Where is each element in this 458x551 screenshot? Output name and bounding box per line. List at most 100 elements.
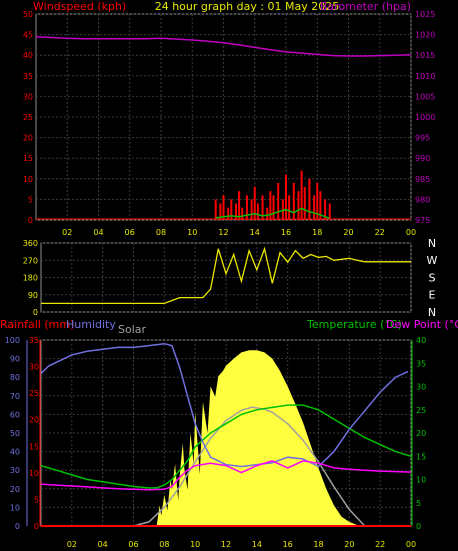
direction-tick-label: 270 [23,256,38,265]
humidity-tick-label: 10 [10,503,20,512]
barometer-axis-label: Barometer (hpa) [320,0,411,13]
rainfall-tick-label: 10 [29,469,39,478]
windspeed-tick-label: 30 [23,92,33,101]
barometer-tick-label: 980 [415,195,430,204]
x-tick-label: 18 [312,228,322,237]
humidity-tick-label: 30 [10,466,20,475]
barometer-tick-label: 985 [415,175,430,184]
x-tick-label: 22 [375,228,385,237]
temperature-tick-label: 10 [416,476,426,485]
barometer-tick-label: 1010 [415,72,435,81]
temperature-tick-label: 15 [416,452,426,461]
humidity-tick-label: 0 [15,522,20,531]
solar-line [133,406,366,527]
barometer-tick-label: 995 [415,134,430,143]
barometer-tick-label: 1020 [415,31,435,40]
x-tick-label: 12 [218,228,228,237]
x-tick-label: 06 [125,228,135,237]
temperature-tick-label: 0 [416,522,421,531]
x-tick-label: 00 [406,540,416,549]
rainfall-tick-label: 30 [29,363,39,372]
humidity-tick-label: 90 [10,355,20,364]
humidity-legend: Humidity [66,318,116,331]
barometer-line [35,35,412,57]
humidity-tick-label: 70 [10,392,20,401]
windspeed-tick-label: 50 [23,10,33,19]
rainfall-ticks: 0 5 10 15 20 25 30 35 [29,336,41,531]
barometer-ticks: 975 980 985 990 995 1000 1005 1010 1015 1020 1025 [415,10,435,225]
x-tick-label: 02 [67,540,77,549]
x-tick-label: 18 [313,540,323,549]
wind-grid [36,13,412,221]
rainfall-tick-label: 35 [29,336,39,345]
direction-tick-label: 180 [23,274,38,283]
weather-series [40,342,412,527]
compass-label: N [428,306,436,319]
windspeed-tick-label: 0 [28,216,33,225]
windspeed-tick-label: 40 [23,51,33,60]
humidity-line [40,342,409,468]
x-tick-label: 20 [343,228,353,237]
humidity-tick-label: 100 [5,336,20,345]
direction-line [41,246,411,305]
windspeed-tick-label: 35 [23,72,33,81]
direction-ticks: 0 90 180 270 360 [23,239,38,317]
temperature-tick-label: 20 [416,429,426,438]
wind-x-ticks: 02 04 06 08 10 12 14 16 18 20 22 00 [62,228,416,237]
barometer-tick-label: 1025 [415,10,435,19]
x-tick-label: 04 [93,228,103,237]
compass-label: S [429,271,436,284]
humidity-tick-label: 20 [10,485,20,494]
humidity-tick-label: 60 [10,410,20,419]
direction-grid [41,242,412,313]
compass-label: N [428,237,436,250]
windspeed-ticks: 0 5 10 15 20 25 30 35 40 45 50 [23,10,33,225]
windspeed-tick-label: 45 [23,31,33,40]
windspeed-axis-label: Windspeed (kph) [33,0,126,13]
barometer-tick-label: 1005 [415,92,435,101]
weather-x-ticks: 02 04 06 08 10 12 14 16 18 20 22 00 [67,540,416,549]
windspeed-tick-label: 15 [23,154,33,163]
barometer-tick-label: 975 [415,216,430,225]
windspeed-tick-label: 20 [23,134,33,143]
direction-tick-label: 360 [23,239,38,248]
x-tick-label: 16 [283,540,293,549]
temperature-tick-label: 35 [416,359,426,368]
x-tick-label: 12 [221,540,231,549]
compass-label: E [429,289,436,302]
x-tick-label: 08 [159,540,169,549]
windspeed-tick-label: 5 [28,195,33,204]
x-tick-label: 22 [375,540,385,549]
x-tick-label: 14 [250,228,260,237]
temperature-line [40,404,412,489]
temperature-tick-label: 25 [416,406,426,415]
rainfall-tick-label: 15 [29,442,39,451]
x-tick-label: 20 [344,540,354,549]
direction-tick-label: 90 [28,291,38,300]
dewpoint-line [40,460,412,491]
x-tick-label: 08 [156,228,166,237]
windspeed-tick-label: 10 [23,175,33,184]
humidity-tick-label: 40 [10,448,20,457]
humidity-ticks: 0 10 20 30 40 50 60 70 80 90 100 [5,336,28,531]
x-tick-label: 10 [190,540,200,549]
rainfall-legend: Rainfall (mm) [0,318,74,331]
solar-measured-area [156,350,362,526]
direction-tick-label: 0 [33,308,38,317]
temperature-ticks: 0 5 10 15 20 25 30 35 40 [411,336,426,531]
direction-series [41,246,411,305]
x-tick-label: 14 [252,540,262,549]
x-tick-label: 00 [406,228,416,237]
x-tick-label: 02 [62,228,72,237]
solar-legend: Solar [118,323,147,336]
chart-title: 24 hour graph day : 01 May 2025 [155,0,340,13]
rainfall-tick-label: 5 [34,495,39,504]
humidity-tick-label: 50 [10,429,20,438]
x-tick-label: 04 [98,540,108,549]
x-tick-label: 10 [187,228,197,237]
dewpoint-legend: Dew Point (°C) [386,318,458,331]
temperature-legend: Temperature (°C) [306,318,402,331]
humidity-tick-label: 80 [10,373,20,382]
